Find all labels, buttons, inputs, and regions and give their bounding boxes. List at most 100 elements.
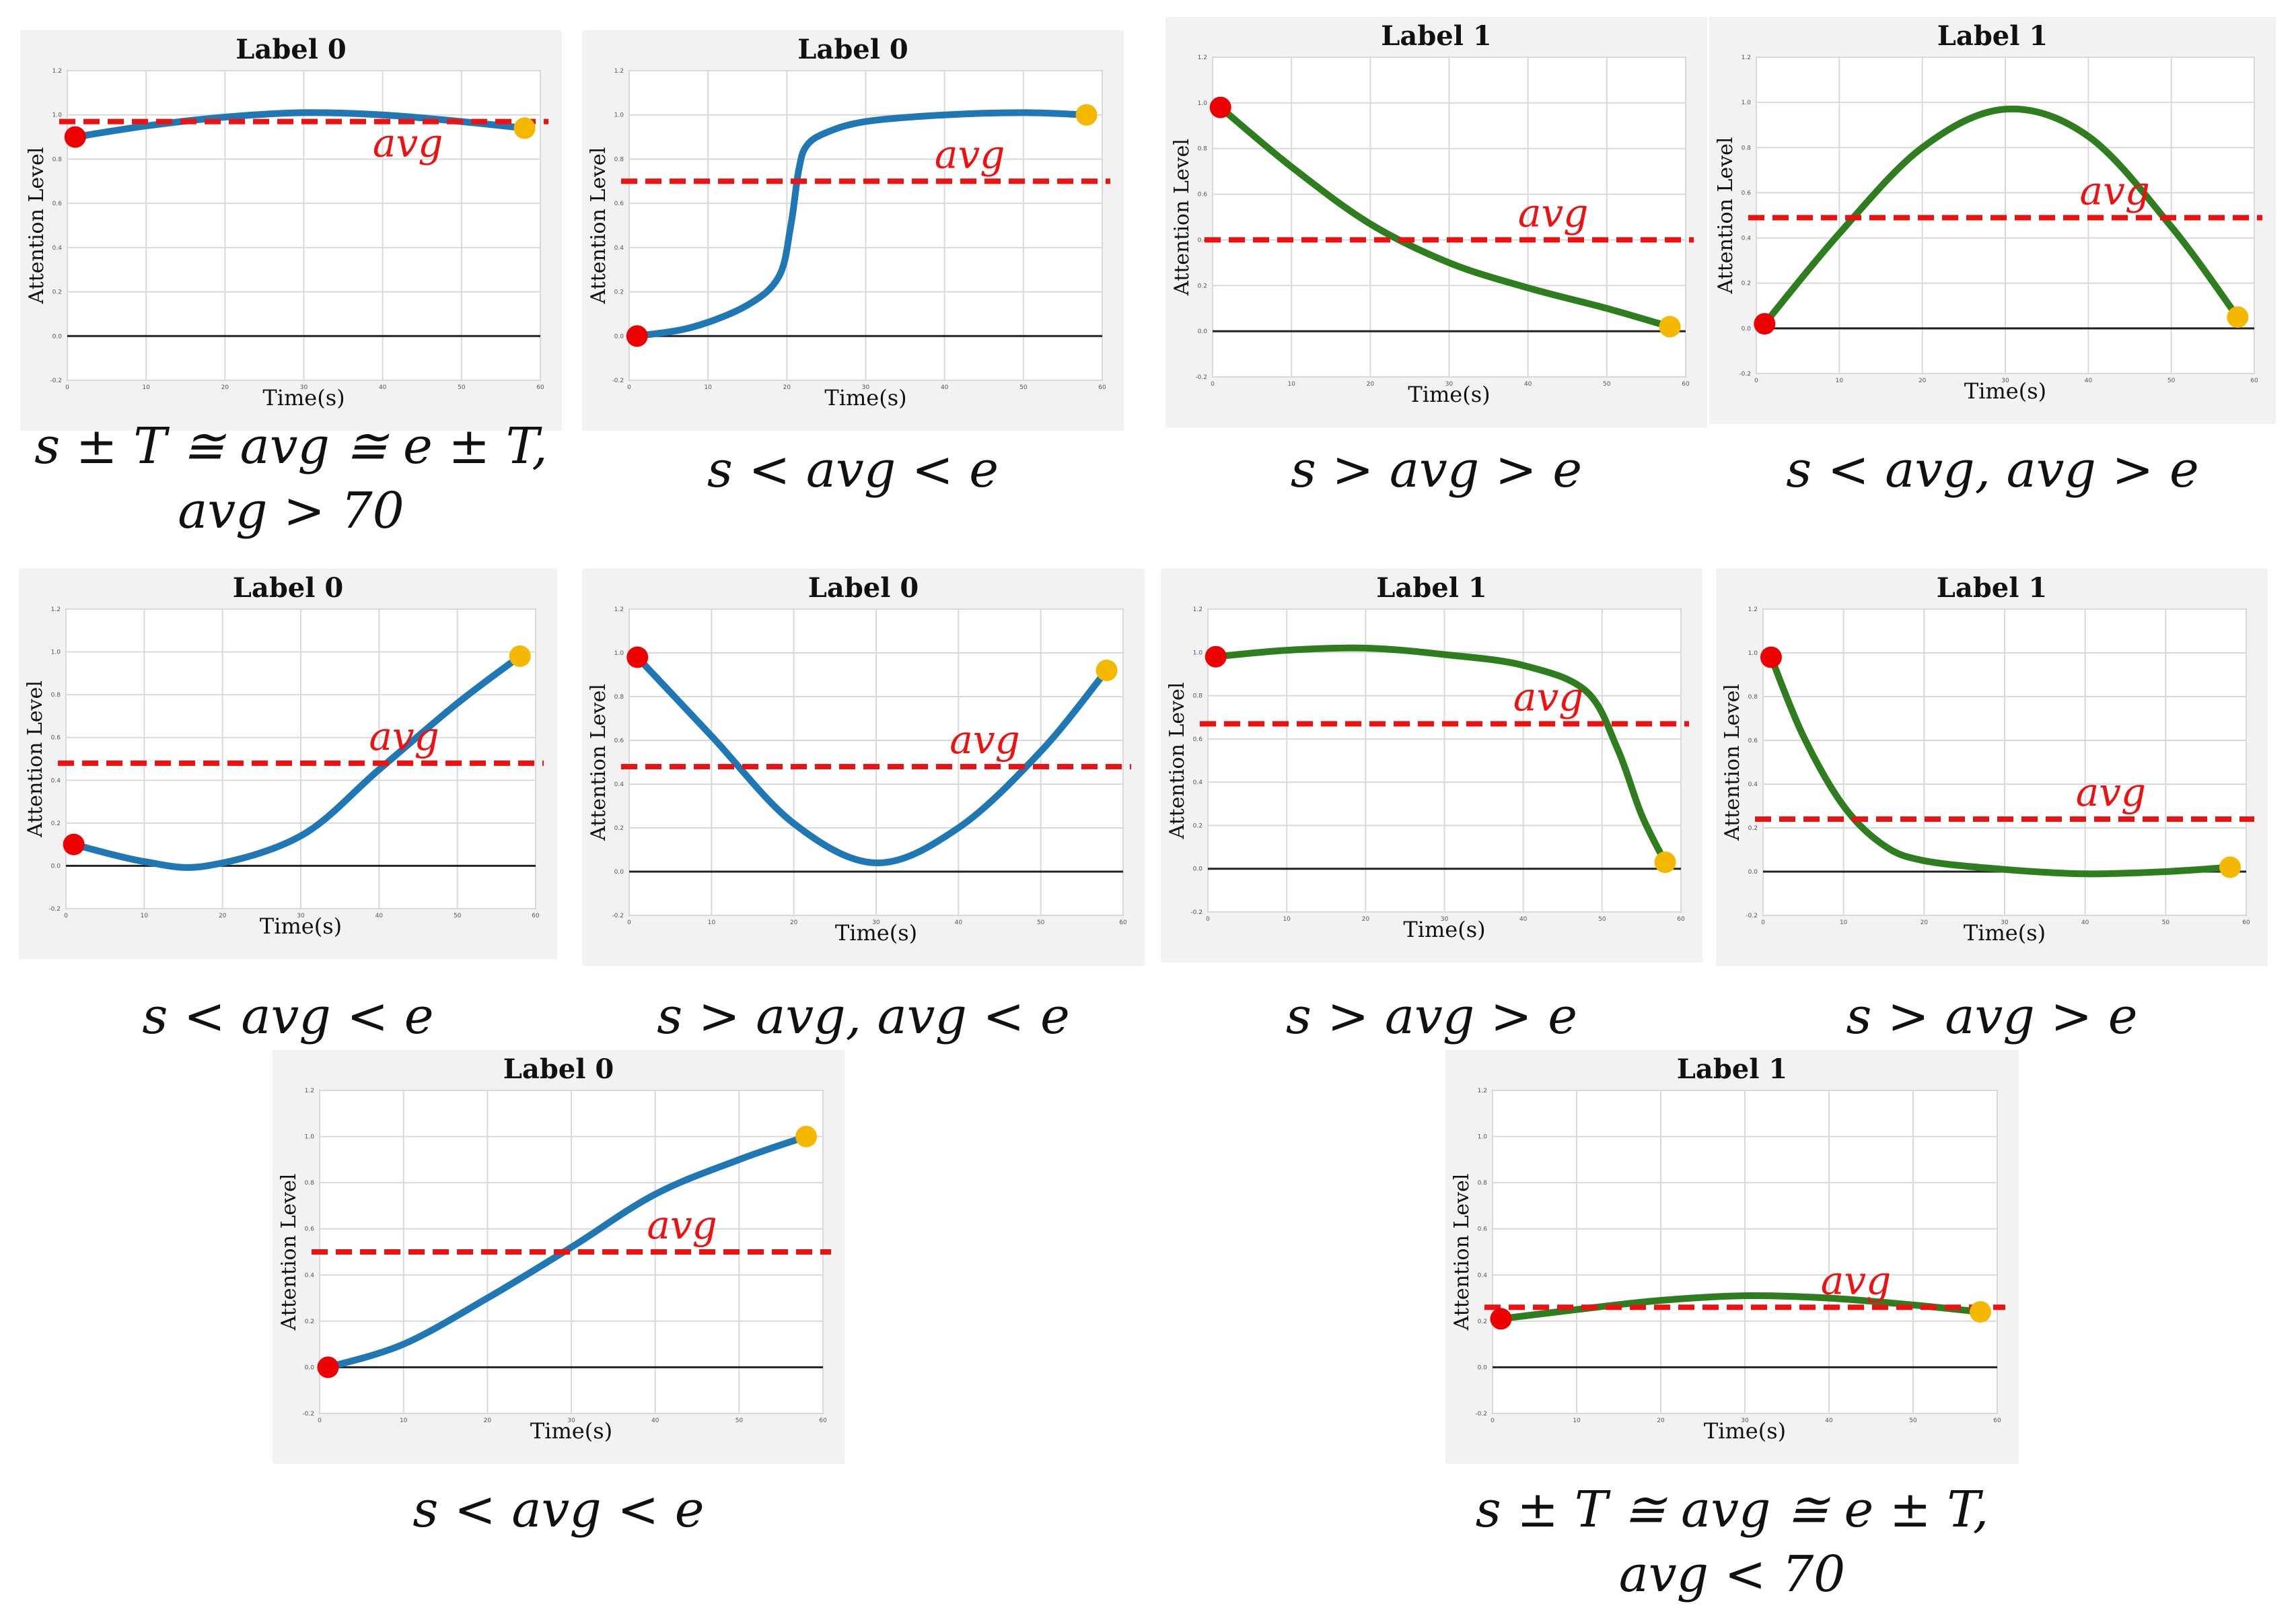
- x-tick-label: 50: [454, 913, 462, 919]
- x-tick-label: 30: [2001, 919, 2009, 926]
- y-tick-label: -0.2: [1746, 913, 1758, 919]
- x-axis-label: Time(s): [824, 385, 906, 411]
- x-tick-label: 30: [297, 913, 305, 919]
- condition-line: s > avg > e: [1846, 987, 2138, 1045]
- y-tick-label: -0.2: [1195, 374, 1207, 381]
- x-tick-label: 20: [1362, 916, 1370, 923]
- end-point: [1096, 660, 1118, 681]
- x-axis-label: Time(s): [260, 913, 342, 939]
- x-tick-label: 0: [627, 384, 631, 391]
- condition-line: s < avg < e: [412, 1481, 705, 1539]
- chart-panel: 0 10 20 30 40 50 60 -0.2 0.0 0.2 0.4 0.6 0.8 1.0 1.2 La…: [582, 569, 1145, 966]
- y-tick-label: 0.2: [1193, 822, 1203, 829]
- x-axis-label: Time(s): [1964, 378, 2046, 404]
- series-line: [1212, 644, 1669, 866]
- x-tick-label: 60: [1682, 381, 1690, 388]
- x-tick-label: 20: [790, 919, 798, 926]
- x-axis-label: Time(s): [835, 920, 917, 946]
- start-point: [1490, 1308, 1512, 1330]
- y-tick-label: 1.0: [1193, 650, 1203, 656]
- y-tick-label: 1.0: [1742, 100, 1752, 106]
- y-tick-label: 0.6: [1748, 738, 1758, 744]
- y-tick-label: -0.2: [612, 378, 624, 384]
- y-tick-label: 0.0: [1742, 326, 1752, 332]
- start-point: [626, 325, 648, 347]
- x-tick-label: 0: [1754, 378, 1758, 384]
- chart-panel: 0 10 20 30 40 50 60 -0.2 0.0 0.2 0.4 0.6 0.8 1.0 1.2 La…: [273, 1050, 845, 1464]
- condition-line: s < avg < e: [707, 441, 999, 499]
- chart-svg: 0 10 20 30 40 50 60 -0.2 0.0 0.2 0.4 0.6 0.8 1.0 1.2 La…: [1165, 17, 1707, 427]
- condition-caption: s < avg < e: [582, 437, 1124, 502]
- avg-label: avg: [373, 120, 443, 166]
- y-tick-label: 0.0: [1198, 328, 1208, 335]
- y-tick-label: 0.8: [1748, 694, 1758, 701]
- x-tick-label: 20: [1921, 919, 1929, 926]
- y-tick-label: -0.2: [1475, 1411, 1487, 1417]
- x-tick-label: 0: [64, 913, 68, 919]
- chart-title: Label 1: [1937, 572, 2047, 604]
- y-axis-label: Attention Level: [587, 147, 610, 305]
- x-tick-label: 30: [1441, 916, 1449, 923]
- x-axis-label: Time(s): [1964, 920, 2046, 946]
- x-tick-label: 10: [1283, 916, 1291, 923]
- y-tick-label: 0.6: [1193, 736, 1203, 743]
- condition-line: s > avg > e: [1290, 441, 1583, 499]
- y-tick-label: 1.0: [51, 650, 61, 656]
- start-point: [1209, 96, 1231, 118]
- series-line: [1217, 104, 1674, 330]
- x-tick-label: 0: [1211, 381, 1215, 388]
- start-point: [63, 833, 85, 855]
- condition-line: avg > 70: [178, 482, 404, 540]
- start-point: [1754, 313, 1776, 335]
- x-tick-label: 20: [1367, 381, 1375, 388]
- y-tick-label: 1.0: [52, 112, 63, 119]
- x-tick-label: 10: [704, 384, 712, 391]
- chart-svg: 0 10 20 30 40 50 60 -0.2 0.0 0.2 0.4 0.6 0.8 1.0 1.2 La…: [20, 30, 562, 431]
- x-tick-label: 0: [1761, 919, 1765, 926]
- y-tick-label: 0.0: [305, 1364, 315, 1371]
- y-tick-label: -0.2: [302, 1411, 314, 1417]
- avg-label: avg: [935, 131, 1005, 177]
- start-point: [317, 1356, 339, 1378]
- y-tick-label: 0.6: [614, 738, 624, 744]
- y-tick-label: 0.2: [1478, 1319, 1487, 1325]
- x-tick-label: 50: [1019, 384, 1028, 391]
- y-tick-label: 0.2: [1198, 283, 1207, 289]
- chart-title: Label 0: [797, 34, 908, 65]
- y-tick-label: 0.6: [1478, 1226, 1488, 1233]
- y-axis-label: Attention Level: [1165, 682, 1189, 840]
- chart-panel: 0 10 20 30 40 50 60 -0.2 0.0 0.2 0.4 0.6 0.8 1.0 1.2 La…: [1161, 569, 1702, 962]
- avg-label: avg: [2080, 168, 2150, 213]
- x-tick-label: 50: [1603, 381, 1611, 388]
- start-point: [64, 126, 86, 148]
- y-tick-label: 0.0: [52, 333, 63, 340]
- y-tick-label: 0.4: [1193, 779, 1203, 786]
- series-line: [70, 652, 524, 871]
- y-tick-label: 0.8: [1742, 145, 1752, 151]
- y-tick-label: 0.0: [1748, 869, 1758, 876]
- y-tick-label: 0.4: [305, 1272, 315, 1279]
- y-tick-label: 0.8: [1193, 693, 1203, 700]
- y-axis-label: Attention Level: [1450, 1174, 1474, 1331]
- condition-line: s < avg, avg > e: [1786, 441, 2199, 499]
- chart-svg: 0 10 20 30 40 50 60 -0.2 0.0 0.2 0.4 0.6 0.8 1.0 1.2 La…: [1445, 1050, 2019, 1464]
- y-tick-label: 0.2: [1748, 825, 1758, 832]
- x-tick-label: 60: [1677, 916, 1685, 923]
- y-tick-label: 0.0: [1478, 1364, 1488, 1371]
- chart-panel: 0 10 20 30 40 50 60 -0.2 0.0 0.2 0.4 0.6 0.8 1.0 1.2 La…: [19, 569, 557, 959]
- x-tick-label: 0: [65, 384, 69, 391]
- x-tick-label: 20: [221, 384, 229, 391]
- y-tick-label: 1.2: [1742, 55, 1751, 61]
- y-tick-label: 0.6: [305, 1226, 315, 1233]
- y-tick-label: -0.2: [48, 906, 61, 913]
- x-tick-label: 10: [708, 919, 716, 926]
- series-line: [633, 109, 1090, 340]
- y-tick-label: 0.4: [614, 245, 624, 252]
- series-line: [634, 654, 1110, 867]
- x-tick-label: 50: [1037, 919, 1045, 926]
- end-point: [1970, 1301, 1991, 1323]
- condition-caption: s < avg < e: [19, 984, 557, 1049]
- y-tick-label: 1.2: [1748, 606, 1758, 613]
- condition-line: s > avg > e: [1285, 987, 1578, 1045]
- series-line: [1768, 654, 2234, 878]
